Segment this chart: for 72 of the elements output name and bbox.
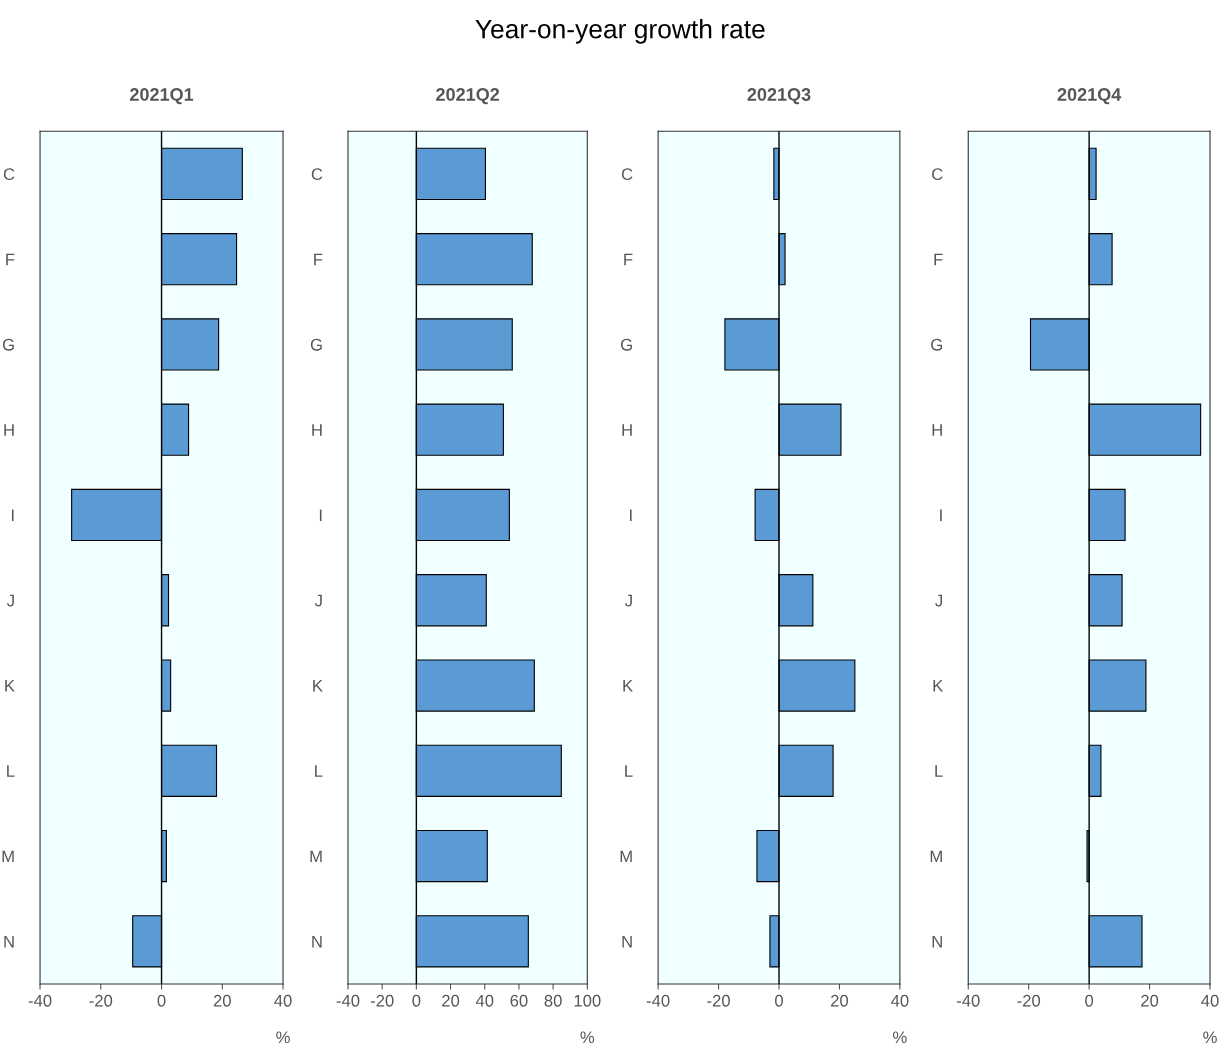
x-tick-label: 40	[475, 994, 494, 1007]
y-tick-label: C	[3, 168, 15, 181]
x-axis-title: %	[893, 1031, 907, 1044]
y-tick-label: F	[314, 253, 323, 266]
x-tick-label: -20	[89, 994, 113, 1007]
x-tick-label: 0	[157, 994, 166, 1007]
y-tick-label: L	[7, 765, 15, 777]
text: Year-on-year growth rate	[475, 19, 765, 44]
x-tick-label: 20	[1141, 994, 1159, 1007]
chart-title: 2021Q3	[747, 88, 811, 105]
y-tick-label: I	[940, 509, 942, 522]
x-tick-label: -40	[28, 994, 52, 1007]
y-tick-label: J	[625, 594, 632, 607]
y-tick-label: K	[623, 680, 633, 692]
x-tick-label: 20	[213, 994, 231, 1007]
chart-title: 2021Q4	[1057, 88, 1122, 105]
x-tick-label: 0	[412, 994, 421, 1007]
y-tick-label: N	[622, 935, 632, 948]
y-tick-label: N	[4, 935, 14, 948]
x-tick-label: 0	[1085, 994, 1094, 1007]
x-tick-label: -40	[646, 994, 670, 1007]
y-tick-label: K	[933, 680, 944, 692]
x-tick-label: 20	[442, 994, 460, 1007]
y-tick-label: G	[2, 338, 14, 351]
x-tick-label: -40	[336, 994, 360, 1007]
y-tick-label: M	[2, 850, 14, 863]
y-tick-label: L	[935, 765, 943, 777]
x-axis-title: %	[276, 1031, 290, 1044]
y-tick-label: F	[6, 253, 15, 266]
x-tick-label: -20	[370, 994, 394, 1007]
y-tick-label: G	[620, 338, 632, 351]
y-tick-label: C	[932, 168, 943, 181]
y-tick-label: F	[624, 253, 633, 266]
x-tick-label: 60	[510, 994, 528, 1007]
y-tick-label: F	[934, 253, 943, 266]
x-tick-label: -20	[707, 994, 730, 1007]
y-tick-label: C	[621, 168, 633, 181]
y-tick-label: L	[315, 765, 323, 777]
y-tick-label: C	[311, 168, 323, 181]
y-tick-label: I	[11, 509, 14, 522]
x-tick-label: 20	[831, 994, 849, 1007]
y-tick-label: I	[319, 509, 322, 522]
chart-title: 2021Q1	[130, 88, 194, 105]
y-tick-label: G	[310, 338, 322, 351]
chart-title: 2021Q2	[436, 88, 500, 105]
x-tick-label: 40	[1201, 994, 1219, 1007]
y-tick-label: J	[6, 594, 14, 607]
y-tick-label: M	[620, 850, 632, 863]
y-tick-label: N	[932, 935, 942, 948]
y-tick-label: H	[932, 424, 942, 436]
x-tick-label: 40	[274, 994, 292, 1007]
y-tick-label: H	[312, 424, 322, 436]
x-tick-label: 40	[890, 994, 909, 1007]
y-tick-label: G	[931, 338, 943, 351]
x-axis-title: %	[580, 1031, 595, 1044]
x-axis-title: %	[1203, 1031, 1217, 1044]
x-tick-label: -40	[956, 994, 980, 1007]
x-tick-label: 80	[544, 994, 562, 1007]
y-tick-label: K	[313, 680, 323, 692]
y-tick-label: I	[630, 509, 632, 522]
y-tick-label: L	[625, 765, 633, 777]
x-tick-label: 100	[574, 994, 601, 1007]
y-tick-label: H	[4, 424, 14, 436]
x-tick-label: -20	[1017, 994, 1041, 1007]
y-tick-label: M	[310, 850, 322, 863]
y-tick-label: H	[622, 424, 632, 436]
y-tick-label: J	[314, 594, 322, 607]
y-tick-label: N	[312, 935, 322, 948]
y-tick-label: M	[930, 850, 942, 863]
x-tick-label: 0	[775, 994, 783, 1007]
y-tick-label: K	[5, 680, 15, 692]
y-tick-label: J	[935, 594, 943, 607]
